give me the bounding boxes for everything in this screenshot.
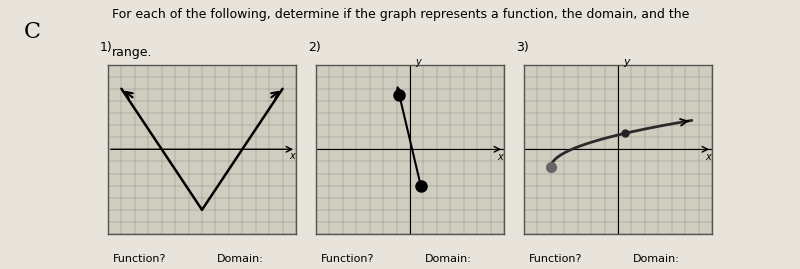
Text: 3): 3) bbox=[516, 41, 529, 54]
Text: Function?: Function? bbox=[114, 254, 166, 264]
Text: y: y bbox=[623, 56, 630, 66]
Text: Domain:: Domain: bbox=[425, 254, 471, 264]
Text: x: x bbox=[498, 152, 503, 162]
Text: x: x bbox=[290, 151, 295, 161]
Text: 1): 1) bbox=[100, 41, 113, 54]
Text: Domain:: Domain: bbox=[633, 254, 679, 264]
Text: Function?: Function? bbox=[322, 254, 374, 264]
Text: C: C bbox=[23, 21, 41, 43]
Text: Domain:: Domain: bbox=[217, 254, 263, 264]
Text: range.: range. bbox=[112, 46, 153, 59]
Text: For each of the following, determine if the graph represents a function, the dom: For each of the following, determine if … bbox=[112, 8, 690, 21]
Text: y: y bbox=[415, 56, 421, 66]
Text: 2): 2) bbox=[308, 41, 321, 54]
Text: Function?: Function? bbox=[530, 254, 582, 264]
Text: x: x bbox=[706, 152, 711, 162]
